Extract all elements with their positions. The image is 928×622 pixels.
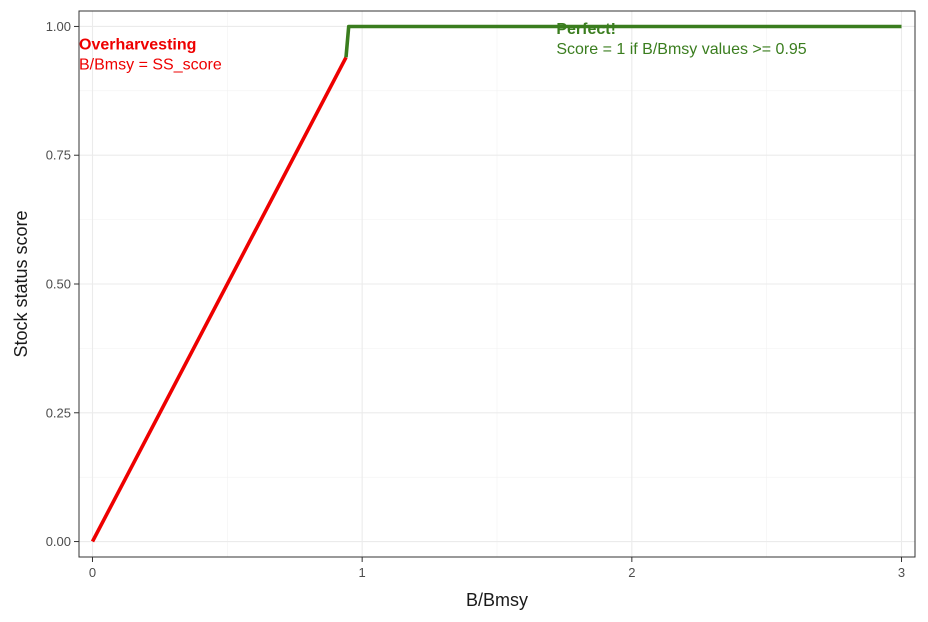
x-axis-title: B/Bmsy (466, 590, 528, 610)
x-tick-label: 2 (628, 565, 635, 580)
x-tick-label: 1 (359, 565, 366, 580)
y-tick-label: 1.00 (46, 19, 71, 34)
grid (79, 11, 915, 557)
y-tick-label: 0.00 (46, 534, 71, 549)
annotation-text-1: B/Bmsy = SS_score (79, 57, 222, 74)
series-line-1 (90, 56, 348, 543)
annotations: Overharvesting B/Bmsy = SS_score Perfect! S… (79, 21, 807, 73)
y-tick-label: 0.25 (46, 405, 71, 420)
series-line-2 (344, 24, 902, 58)
x-tick-label: 3 (898, 565, 905, 580)
y-tick-label: 0.50 (46, 277, 71, 292)
annotation-title-1: Overharvesting (79, 37, 196, 54)
annotation-text-2: Score = 1 if B/Bmsy values >= 0.95 (556, 41, 806, 58)
y-axis-title: Stock status score (11, 210, 31, 357)
annotation-title-2: Perfect! (556, 21, 616, 38)
axes: 0 1 2 3 0.00 0.25 0.50 0.75 1.00 (46, 19, 905, 580)
x-tick-label: 0 (89, 565, 96, 580)
y-tick-label: 0.75 (46, 148, 71, 163)
series-group (90, 24, 902, 543)
